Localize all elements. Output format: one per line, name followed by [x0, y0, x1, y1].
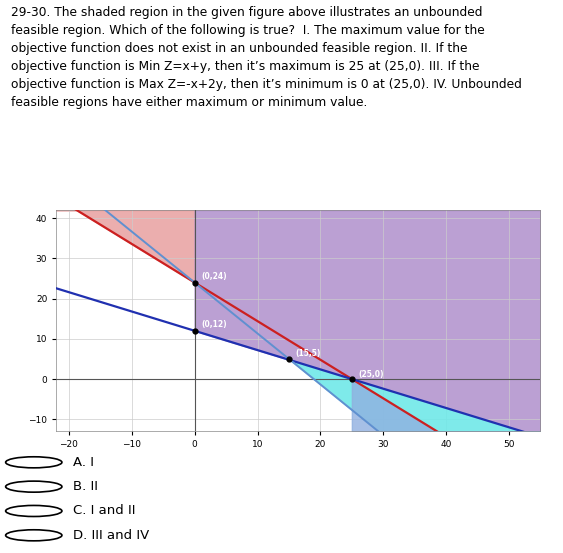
- Text: A. I: A. I: [73, 456, 94, 469]
- Text: (25,0): (25,0): [358, 370, 383, 379]
- Text: (0,12): (0,12): [201, 320, 226, 329]
- Text: (0,24): (0,24): [201, 272, 226, 280]
- Text: (15,5): (15,5): [295, 349, 320, 358]
- Text: C. I and II: C. I and II: [73, 504, 136, 518]
- Text: D. III and IV: D. III and IV: [73, 529, 149, 542]
- Text: B. II: B. II: [73, 480, 98, 493]
- Text: 29-30. The shaded region in the given figure above illustrates an unbounded
feas: 29-30. The shaded region in the given fi…: [11, 6, 522, 108]
